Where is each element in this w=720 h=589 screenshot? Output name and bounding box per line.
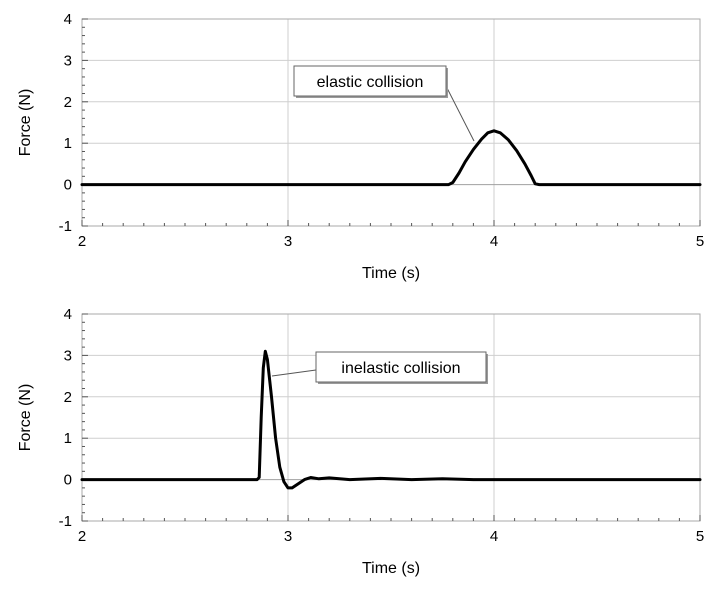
x-tick-label: 4 bbox=[490, 233, 498, 250]
inelastic-collision-panel: -1 0 1 2 3 4 2 3 4 5 Time (s) Force (N) inelastic co… bbox=[17, 306, 704, 577]
annotation-leader-line bbox=[445, 85, 475, 142]
plot-frame bbox=[81, 18, 701, 227]
y-tick-label: -1 bbox=[59, 513, 72, 530]
x-tick-label: 3 bbox=[284, 528, 292, 545]
x-axis-label: Time (s) bbox=[362, 265, 420, 282]
x-axis-label: Time (s) bbox=[362, 560, 420, 577]
y-tick-label: 1 bbox=[64, 430, 72, 447]
x-tick-label: 2 bbox=[78, 233, 86, 250]
y-axis-label: Force (N) bbox=[17, 384, 34, 452]
annotation-leader-line bbox=[271, 369, 317, 377]
x-tick-label: 2 bbox=[78, 528, 86, 545]
plot-frame bbox=[81, 313, 701, 522]
y-tick-label: 2 bbox=[64, 94, 72, 111]
annotation-box bbox=[315, 351, 487, 383]
y-tick-label: 3 bbox=[64, 52, 72, 69]
y-tick-label: 0 bbox=[64, 472, 72, 489]
elastic-collision-panel: -1 0 1 2 3 4 2 3 4 5 Time (s) Force (N) elastic coll… bbox=[17, 11, 704, 282]
y-tick-label: 1 bbox=[64, 135, 72, 152]
y-tick-label: 0 bbox=[64, 177, 72, 194]
x-tick-label: 5 bbox=[696, 528, 704, 545]
y-tick-label: -1 bbox=[59, 218, 72, 235]
x-tick-label: 5 bbox=[696, 233, 704, 250]
y-axis-label: Force (N) bbox=[17, 89, 34, 157]
annotation-box bbox=[293, 65, 447, 97]
x-tick-label: 4 bbox=[490, 528, 498, 545]
annotation-label: elastic collision bbox=[317, 74, 424, 91]
force-series-line bbox=[80, 129, 702, 187]
annotation-label: inelastic collision bbox=[341, 360, 460, 377]
y-tick-label: 4 bbox=[64, 11, 72, 28]
force-series-line bbox=[80, 349, 702, 490]
x-tick-label: 3 bbox=[284, 233, 292, 250]
y-tick-label: 3 bbox=[64, 347, 72, 364]
y-tick-label: 4 bbox=[64, 306, 72, 323]
y-tick-label: 2 bbox=[64, 389, 72, 406]
